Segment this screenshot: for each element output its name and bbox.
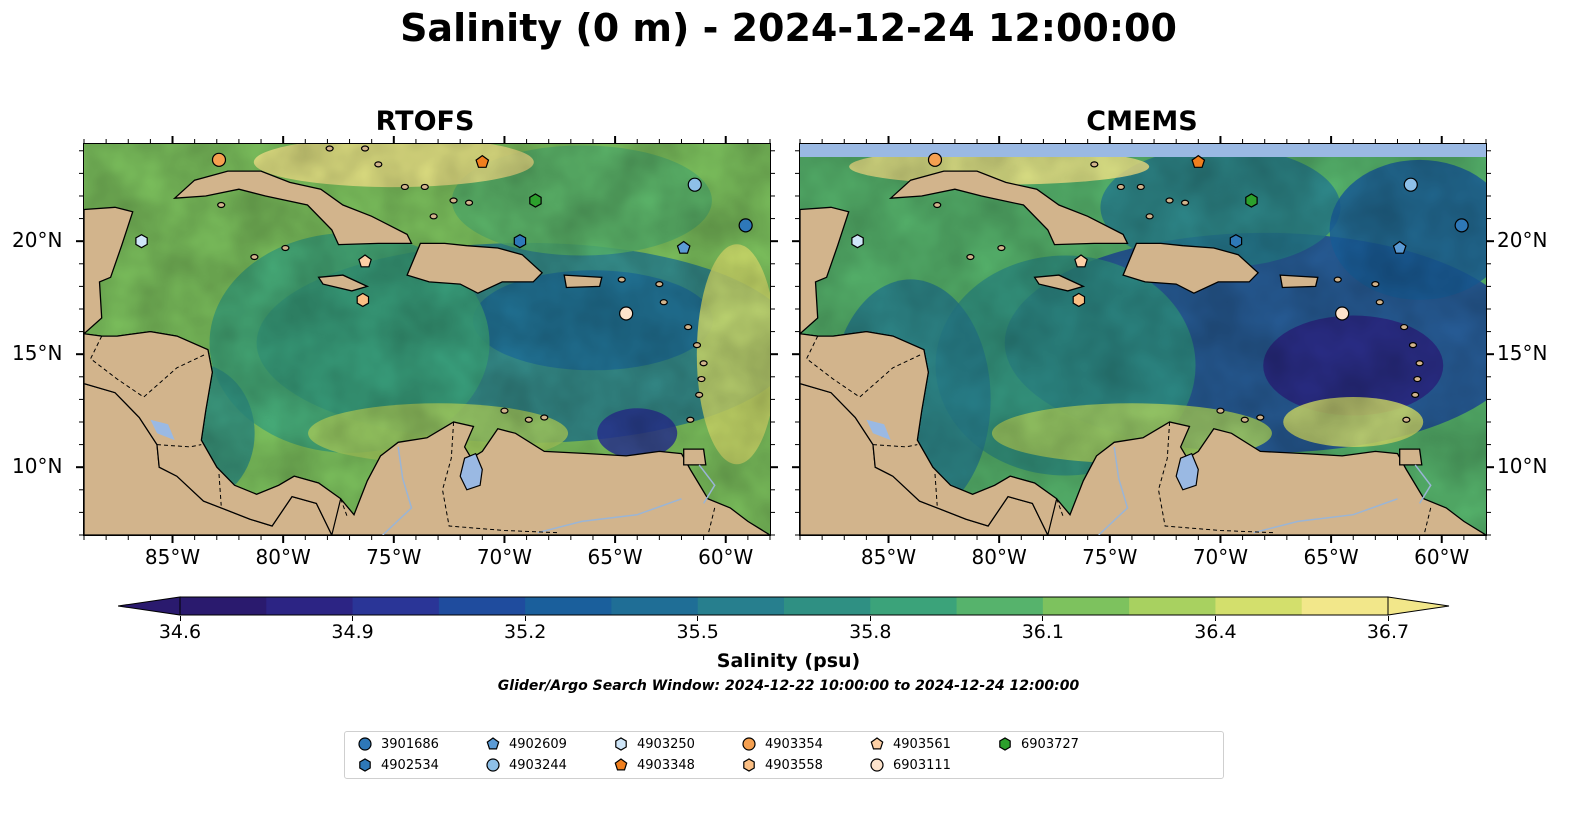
float-marker-4903354: [211, 152, 227, 167]
colorbar-tick-label: 35.5: [676, 621, 719, 643]
float-marker-4903561: [1074, 254, 1088, 268]
float-marker-4902534: [1229, 234, 1243, 249]
float-marker-4902609: [676, 240, 691, 254]
legend-item-4902534: 4902534: [357, 757, 439, 773]
lat-label-right: 10°N: [1497, 454, 1548, 479]
lon-label: 75°W: [1082, 545, 1138, 569]
lon-label: 75°W: [366, 545, 422, 569]
legend-item-4902609: 4902609: [485, 736, 567, 752]
lon-label: 85°W: [144, 545, 201, 569]
float-marker-6903111: [1335, 306, 1350, 321]
colorbar-tick: [869, 616, 871, 621]
lon-label: 65°W: [587, 545, 643, 569]
legend-label: 3901686: [381, 736, 439, 752]
legend-item-4903561: 4903561: [869, 736, 951, 752]
float-legend: 3901686 4902534 4902609 4903244 4903250 49033…: [344, 731, 1224, 779]
lon-label: 70°W: [1192, 545, 1249, 569]
lat-label-left: 20°N: [12, 228, 63, 253]
legend-label: 4903244: [509, 757, 567, 773]
lat-label-right: 15°N: [1497, 341, 1548, 366]
legend-label: 4903348: [637, 757, 695, 773]
legend-label: 4903250: [637, 736, 695, 752]
lat-label-left: 10°N: [12, 454, 63, 479]
colorbar: [117, 596, 1450, 616]
float-marker-6903111: [619, 306, 634, 321]
lon-label: 85°W: [860, 545, 917, 569]
colorbar-tick: [179, 616, 181, 621]
float-marker-4903561: [358, 254, 372, 268]
colorbar-tick: [524, 616, 526, 621]
figure-title: Salinity (0 m) - 2024-12-24 12:00:00: [400, 6, 1177, 50]
colorbar-tick-label: 36.1: [1021, 621, 1064, 643]
legend-item-4903244: 4903244: [485, 757, 567, 773]
float-marker-4903348: [475, 154, 490, 168]
lon-label: 80°W: [255, 545, 311, 569]
legend-label: 4903558: [765, 757, 823, 773]
float-marker-4902534: [513, 234, 527, 249]
pentagon-marker-icon: [870, 737, 884, 750]
cmems-map-panel: [799, 143, 1487, 536]
lon-label: 80°W: [971, 545, 1027, 569]
lat-label-right: 20°N: [1497, 228, 1548, 253]
colorbar-gradient: [117, 596, 1450, 616]
legend-label: 4902534: [381, 757, 439, 773]
float-marker-4903250: [851, 234, 864, 249]
colorbar-tick: [1387, 616, 1389, 621]
pentagon-marker-icon: [486, 737, 500, 750]
legend-item-4903250: 4903250: [613, 736, 695, 752]
search-window-text: Glider/Argo Search Window: 2024-12-22 10…: [497, 678, 1080, 694]
legend-label: 6903727: [1021, 736, 1079, 752]
float-marker-6903727: [1245, 193, 1258, 208]
legend-label: 4903561: [893, 736, 951, 752]
legend-label: 4902609: [509, 736, 567, 752]
circle-marker-icon: [358, 737, 372, 751]
colorbar-tick: [1214, 616, 1216, 621]
float-marker-4903558: [356, 292, 370, 308]
colorbar-tick-label: 34.9: [331, 621, 374, 643]
legend-item-6903111: 6903111: [869, 757, 951, 773]
pentagon-marker-icon: [614, 758, 628, 771]
colorbar-tick-label: 34.6: [158, 621, 202, 643]
lon-label: 65°W: [1303, 545, 1359, 569]
panel-title-rtofs: RTOFS: [375, 106, 475, 137]
float-marker-4903348: [1191, 154, 1206, 168]
rtofs-map-panel: [83, 143, 771, 536]
float-marker-4903244: [1403, 177, 1418, 192]
colorbar-tick: [697, 616, 699, 621]
float-marker-4902609: [1392, 240, 1407, 254]
float-marker-4903250: [135, 234, 148, 249]
hexagon-marker-icon: [743, 758, 755, 772]
legend-label: 4903354: [765, 736, 823, 752]
lon-label: 70°W: [476, 545, 533, 569]
hexagon-marker-icon: [999, 737, 1011, 751]
float-marker-3901686: [738, 218, 753, 233]
circle-marker-icon: [870, 758, 884, 772]
colorbar-tick: [1042, 616, 1044, 621]
legend-item-6903727: 6903727: [997, 736, 1079, 752]
colorbar-tick-label: 35.8: [849, 621, 892, 643]
legend-item-3901686: 3901686: [357, 736, 439, 752]
float-marker-6903727: [529, 193, 542, 208]
lat-label-left: 15°N: [12, 341, 63, 366]
lon-label: 60°W: [698, 545, 754, 569]
colorbar-tick: [352, 616, 354, 621]
legend-item-4903558: 4903558: [741, 757, 823, 773]
colorbar-tick-label: 36.4: [1194, 621, 1237, 643]
hexagon-marker-icon: [615, 737, 627, 751]
float-marker-3901686: [1454, 218, 1469, 233]
legend-label: 6903111: [893, 757, 951, 773]
colorbar-tick-label: 35.2: [503, 621, 547, 643]
legend-item-4903354: 4903354: [741, 736, 823, 752]
float-marker-4903558: [1072, 292, 1086, 308]
legend-item-4903348: 4903348: [613, 757, 695, 773]
circle-marker-icon: [486, 758, 500, 772]
circle-marker-icon: [742, 737, 756, 751]
lon-label: 60°W: [1414, 545, 1470, 569]
colorbar-label: Salinity (psu): [716, 650, 861, 672]
float-marker-4903244: [687, 177, 702, 192]
float-marker-4903354: [927, 152, 943, 167]
hexagon-marker-icon: [359, 758, 371, 772]
panel-title-cmems: CMEMS: [1086, 106, 1198, 137]
colorbar-tick-label: 36.7: [1366, 621, 1410, 643]
